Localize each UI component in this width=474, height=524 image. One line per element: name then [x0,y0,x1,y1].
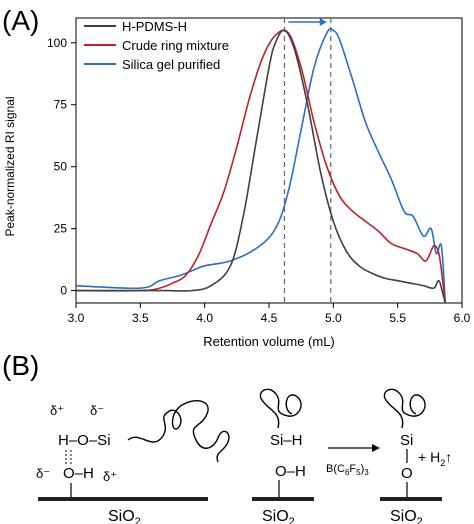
x-tick-label-1: 3.5 [132,311,149,325]
delta-plus-2: δ⁺ [103,469,117,484]
series-line-2 [75,28,447,304]
right-chain [383,388,426,429]
delta-minus-2: δ⁻ [36,466,50,481]
x-tick-label-0: 3.0 [68,311,85,325]
x-tick-label-4: 5.0 [325,311,342,325]
panel-a-label: (A) [2,5,39,36]
substrate-right [380,497,442,501]
legend-label-2: Silica gel purified [122,57,220,72]
panel-b-label: (B) [2,350,39,381]
y-tick-label-4: 100 [47,36,67,50]
substrate-middle [252,497,314,501]
y-tick-label-1: 25 [54,222,68,236]
grafted-product-scheme: Si O + H2↑ SiO2 [380,388,452,524]
o-h-row: O–H [63,465,94,482]
reaction-arrow: B(C6F5)3 [326,444,380,477]
substrate-middle-label: SiO2 [262,508,295,524]
y-axis-label: Peak-normalized RI signal [3,96,17,236]
si-h-terminated-scheme: Si–H O–H SiO2 [252,388,314,524]
delta-minus-1: δ⁻ [90,403,104,418]
chromatogram-chart: 3.0 3.5 4.0 4.5 5.0 5.5 6.0 0 25 50 75 100 Retention… [3,17,471,349]
x-tick-label-6: 6.0 [454,311,471,325]
si-h-group: Si–H [270,432,303,449]
si-atom: Si [400,432,413,449]
series-line-0 [75,29,447,304]
x-tick-label-2: 4.0 [196,311,213,325]
substrate-left [38,497,208,501]
x-tick-label-3: 4.5 [261,311,278,325]
h-o-si-row: H–O–Si [58,432,111,449]
y-tick-label-2: 50 [54,160,68,174]
y-tick-label-0: 0 [60,284,67,298]
legend-label-1: Crude ring mixture [122,38,229,53]
polymer-chain [127,400,230,463]
legend-label-0: H-PDMS-H [122,19,187,34]
o-h-group: O–H [275,463,306,480]
x-tick-label-5: 5.5 [389,311,406,325]
o-atom: O [401,465,413,482]
x-axis-label: Retention volume (mL) [203,334,335,349]
shift-arrow-head [319,18,327,26]
catalyst-label: B(C6F5)3 [326,463,369,477]
y-tick-label-3: 75 [54,98,68,112]
substrate-right-label: SiO2 [390,508,423,524]
middle-chain [259,388,302,429]
adsorbed-polymer-scheme: δ⁺ δ⁻ H–O–Si δ⁻ O–H δ⁺ SiO2 [36,400,230,524]
hydrogen-byproduct: + H2↑ [418,449,452,468]
series-line-1 [75,29,447,304]
substrate-left-label: SiO2 [108,508,141,524]
delta-plus-1: δ⁺ [50,403,64,418]
